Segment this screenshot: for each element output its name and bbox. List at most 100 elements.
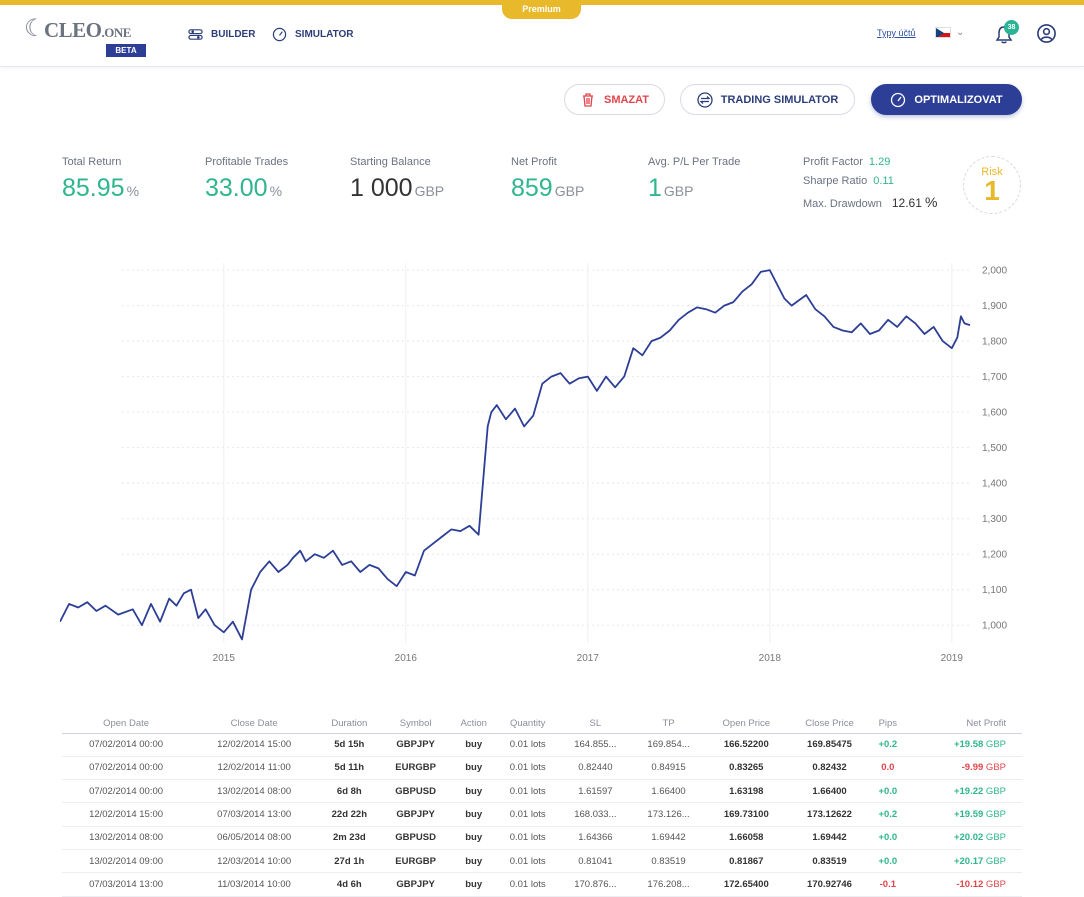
- czech-flag-icon[interactable]: [935, 27, 951, 38]
- table-cell: 168.033...: [558, 802, 632, 827]
- trades-table: Open Date Close Date Duration Symbol Action Q…: [62, 714, 1022, 897]
- table-row[interactable]: 13/02/2014 09:00 12/03/2014 10:00 27d 1h EU…: [62, 849, 1022, 874]
- x-tick-label: 2016: [395, 653, 418, 664]
- sharpe-ratio-row: Sharpe Ratio 0.11: [803, 175, 894, 187]
- column-header[interactable]: Action: [450, 714, 497, 734]
- stat-starting-balance: Starting Balance 1 000 GBP: [350, 156, 444, 203]
- top-navbar: ☾ CLEO.ONE BETA BUILDER SIMULATOR Typy ú…: [0, 5, 1084, 67]
- table-cell: 07/02/2014 00:00: [62, 779, 191, 804]
- column-header[interactable]: SL: [558, 714, 632, 734]
- delete-label: SMAZAT: [603, 93, 649, 106]
- risk-label: Risk: [981, 166, 1003, 178]
- table-cell: 0.84915: [631, 756, 706, 781]
- premium-badge[interactable]: Premium: [502, 0, 581, 19]
- net-profit-cell: +20.02 GBP: [904, 826, 1022, 850]
- table-row[interactable]: 07/02/2014 00:00 12/02/2014 11:00 5d 11h EU…: [62, 756, 1022, 781]
- logo-text: CLEO.ONE: [44, 18, 131, 42]
- account-types-link[interactable]: Typy účtů: [877, 28, 916, 38]
- table-cell: buy: [450, 872, 497, 897]
- y-tick-label: 1,300: [982, 514, 1007, 525]
- column-header[interactable]: Open Price: [705, 714, 788, 734]
- table-cell: 12/02/2014 15:00: [190, 733, 319, 757]
- lion-head-icon: ☾: [24, 16, 46, 42]
- notification-count-badge: 38: [1004, 20, 1019, 35]
- stat-net-profit: Net Profit 859 GBP: [511, 156, 584, 203]
- table-cell: GBPUSD: [380, 779, 451, 804]
- table-cell: 172.65400: [705, 872, 788, 897]
- table-cell: 173.12622: [787, 802, 872, 827]
- table-cell: buy: [450, 779, 497, 804]
- column-header[interactable]: Close Price: [787, 714, 872, 734]
- equity-series-line: [60, 269, 971, 641]
- table-cell: 12/03/2014 10:00: [190, 849, 319, 874]
- table-cell: 0.83519: [787, 849, 872, 874]
- table-cell: 11/03/2014 10:00: [190, 872, 319, 897]
- net-profit-cell: -10.12 GBP: [904, 872, 1022, 897]
- table-cell: 27d 1h: [318, 849, 381, 874]
- risk-value: 1: [984, 175, 1000, 206]
- profit-factor-row: Profit Factor 1.29: [803, 156, 891, 168]
- table-cell: -0.1: [871, 872, 905, 897]
- user-account-icon[interactable]: [1036, 23, 1057, 44]
- y-tick-label: 2,000: [982, 266, 1007, 277]
- cleo-logo[interactable]: ☾ CLEO.ONE BETA: [24, 14, 148, 57]
- x-tick-label: 2017: [577, 653, 600, 664]
- net-profit-cell: +19.22 GBP: [904, 779, 1022, 804]
- table-cell: 13/02/2014 08:00: [62, 826, 191, 850]
- column-header[interactable]: Close Date: [190, 714, 319, 734]
- net-profit-cell: +20.17 GBP: [904, 849, 1022, 874]
- table-cell: 0.81867: [705, 849, 788, 874]
- risk-indicator: Risk 1: [963, 156, 1021, 214]
- table-cell: 0.0: [871, 756, 905, 781]
- trading-simulator-button[interactable]: TRADING SIMULATOR: [680, 84, 855, 115]
- table-cell: 1.69442: [787, 826, 872, 850]
- stat-value: 85.95%: [62, 174, 140, 202]
- column-header[interactable]: Net Profit: [904, 714, 1022, 734]
- nav-builder-label: BUILDER: [211, 29, 256, 40]
- optimize-button[interactable]: OPTIMALIZOVAT: [871, 84, 1022, 115]
- y-tick-label: 1,100: [982, 585, 1007, 596]
- table-cell: buy: [450, 802, 497, 827]
- table-cell: 22d 22h: [318, 802, 381, 827]
- column-header[interactable]: Quantity: [496, 714, 559, 734]
- column-header[interactable]: Open Date: [62, 714, 191, 734]
- table-row[interactable]: 13/02/2014 08:00 06/05/2014 08:00 2m 23d GB…: [62, 826, 1022, 850]
- table-row[interactable]: 12/02/2014 15:00 07/03/2014 13:00 22d 22h G…: [62, 802, 1022, 827]
- table-cell: 12/02/2014 11:00: [190, 756, 319, 781]
- table-cell: 173.126...: [631, 802, 706, 827]
- table-cell: EURGBP: [380, 756, 451, 781]
- table-cell: 169.73100: [705, 802, 788, 827]
- column-header[interactable]: Pips: [871, 714, 905, 734]
- table-cell: +0.2: [871, 802, 905, 827]
- chevron-down-icon[interactable]: ⌄: [956, 27, 965, 38]
- table-row[interactable]: 07/03/2014 13:00 11/03/2014 10:00 4d 6h GBP…: [62, 872, 1022, 897]
- table-cell: 06/05/2014 08:00: [190, 826, 319, 850]
- table-row[interactable]: 07/02/2014 00:00 12/02/2014 15:00 5d 15h GB…: [62, 733, 1022, 757]
- y-tick-label: 1,900: [982, 301, 1007, 312]
- stat-value: 33.00%: [205, 174, 283, 202]
- table-cell: buy: [450, 849, 497, 874]
- table-cell: 0.83519: [631, 849, 706, 874]
- speedometer-icon: [891, 92, 906, 107]
- y-tick-label: 1,700: [982, 372, 1007, 383]
- column-header[interactable]: Duration: [318, 714, 381, 734]
- table-cell: 13/02/2014 09:00: [62, 849, 191, 874]
- y-tick-label: 1,500: [982, 443, 1007, 454]
- table-cell: EURGBP: [380, 849, 451, 874]
- table-row[interactable]: 07/02/2014 00:00 13/02/2014 08:00 6d 8h GBP…: [62, 779, 1022, 804]
- table-cell: 169.85475: [787, 733, 872, 757]
- delete-button[interactable]: SMAZAT: [564, 84, 665, 115]
- table-cell: +0.0: [871, 826, 905, 850]
- x-tick-label: 2019: [941, 653, 964, 664]
- column-header[interactable]: Symbol: [380, 714, 451, 734]
- nav-builder[interactable]: BUILDER: [188, 27, 255, 42]
- column-header[interactable]: TP: [631, 714, 706, 734]
- table-header-row: Open Date Close Date Duration Symbol Action Q…: [62, 714, 1022, 734]
- nav-simulator[interactable]: SIMULATOR: [272, 27, 354, 42]
- table-cell: 0.01 lots: [496, 802, 559, 827]
- table-cell: 5d 15h: [318, 733, 381, 757]
- table-cell: 166.52200: [705, 733, 788, 757]
- table-cell: 0.01 lots: [496, 733, 559, 757]
- table-cell: 1.64366: [558, 826, 632, 850]
- table-cell: 0.81041: [558, 849, 632, 874]
